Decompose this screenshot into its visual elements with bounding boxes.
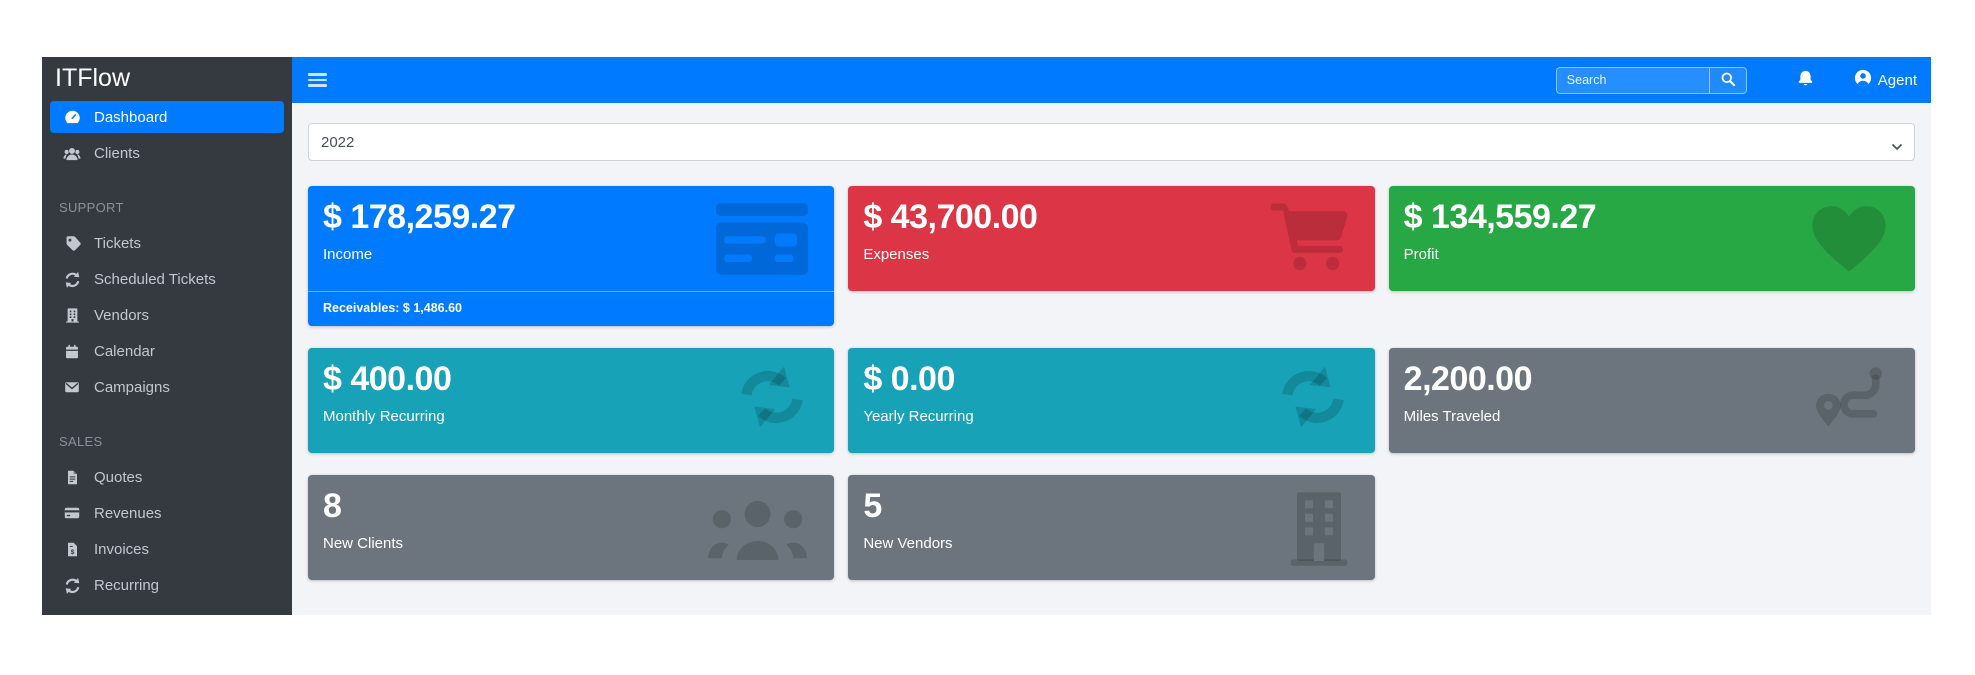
- users-icon: [708, 492, 808, 562]
- sidebar-item-dashboard[interactable]: Dashboard: [50, 101, 284, 133]
- miles-traveled-label: Miles Traveled: [1403, 408, 1501, 426]
- sidebar-section-sales: SALES: [59, 434, 103, 449]
- brand-logo[interactable]: ITFlow: [55, 64, 130, 92]
- income-label: Income: [323, 246, 373, 264]
- sidebar-item-label: Scheduled Tickets: [94, 270, 216, 288]
- sidebar-item-label: Vendors: [94, 306, 150, 324]
- sidebar-item-label: Recurring: [94, 576, 160, 594]
- top-navbar: Agent: [292, 57, 1931, 103]
- income-card[interactable]: $ 178,259.27 Income Receivables: $ 1,486…: [308, 186, 835, 326]
- route-icon: [1815, 365, 1889, 431]
- tachometer-icon: [59, 109, 85, 126]
- sidebar-item-label: Clients: [94, 144, 140, 162]
- sync-icon: [736, 365, 808, 429]
- miles-traveled-card[interactable]: 2,200.00 Miles Traveled: [1388, 348, 1915, 453]
- heart-icon: [1809, 203, 1889, 273]
- sidebar-item-label: Invoices: [94, 540, 150, 558]
- expenses-label: Expenses: [863, 246, 930, 264]
- calendar-icon: [59, 343, 85, 360]
- profit-value: $ 134,559.27: [1403, 198, 1597, 236]
- dashboard-content: 2022 $ 178,259.27 Income Receivab: [292, 103, 1931, 615]
- new-vendors-value: 5: [863, 487, 882, 525]
- monthly-recurring-value: $ 400.00: [323, 360, 452, 398]
- credit-card-icon: [59, 505, 85, 521]
- year-filter: 2022: [308, 123, 1915, 161]
- search-input[interactable]: [1556, 67, 1709, 93]
- itflow-app-window: ITFlow Dashboard Clients SUPPORT Tickets: [42, 57, 1931, 615]
- sidebar-toggle-button[interactable]: [306, 66, 329, 94]
- bell-icon: [1797, 69, 1814, 91]
- sidebar-item-clients[interactable]: Clients: [50, 137, 284, 169]
- new-vendors-card[interactable]: 5 New Vendors: [848, 475, 1375, 580]
- sidebar-item-vendors[interactable]: Vendors: [50, 299, 284, 331]
- user-circle-icon: [1854, 69, 1878, 91]
- profit-card[interactable]: $ 134,559.27 Profit: [1388, 186, 1915, 291]
- year-select[interactable]: 2022: [308, 123, 1915, 161]
- expenses-value: $ 43,700.00: [863, 198, 1038, 236]
- sidebar-item-calendar[interactable]: Calendar: [50, 335, 284, 367]
- building-icon: [59, 307, 85, 324]
- new-vendors-label: New Vendors: [863, 535, 953, 553]
- income-receivables: Receivables: $ 1,486.60: [308, 291, 835, 326]
- file-invoice-dollar-icon: $: [59, 541, 85, 558]
- expenses-card[interactable]: $ 43,700.00 Expenses: [848, 186, 1375, 291]
- user-name: Agent: [1877, 71, 1917, 89]
- monthly-recurring-card[interactable]: $ 400.00 Monthly Recurring: [308, 348, 835, 453]
- search-button[interactable]: [1708, 67, 1746, 93]
- sidebar-item-recurring[interactable]: Recurring: [50, 569, 284, 601]
- sidebar-item-label: Dashboard: [94, 108, 168, 126]
- sidebar-item-label: Tickets: [94, 234, 141, 252]
- building-icon: [1289, 492, 1349, 566]
- sidebar-item-revenues[interactable]: Revenues: [50, 497, 284, 529]
- sidebar-item-quotes[interactable]: Quotes: [50, 461, 284, 493]
- shopping-cart-icon: [1270, 203, 1349, 271]
- notifications-button[interactable]: [1797, 69, 1814, 91]
- sidebar-item-invoices[interactable]: $ Invoices: [50, 533, 284, 565]
- cards-row-1: $ 178,259.27 Income Receivables: $ 1,486…: [308, 186, 1915, 326]
- cards-row-2: $ 400.00 Monthly Recurring $ 0.00 Yearly…: [308, 348, 1915, 453]
- search-icon: [1720, 71, 1736, 90]
- svg-text:$: $: [70, 549, 74, 556]
- profit-label: Profit: [1403, 246, 1439, 264]
- yearly-recurring-label: Yearly Recurring: [863, 408, 974, 426]
- sidebar: ITFlow Dashboard Clients SUPPORT Tickets: [42, 57, 292, 615]
- monthly-recurring-label: Monthly Recurring: [323, 408, 445, 426]
- miles-traveled-value: 2,200.00: [1403, 360, 1533, 398]
- sidebar-item-label: Quotes: [94, 468, 143, 486]
- new-clients-value: 8: [323, 487, 342, 525]
- yearly-recurring-card[interactable]: $ 0.00 Yearly Recurring: [848, 348, 1375, 453]
- sidebar-item-label: Campaigns: [94, 378, 170, 396]
- sidebar-item-tickets[interactable]: Tickets: [50, 227, 284, 259]
- yearly-recurring-value: $ 0.00: [863, 360, 955, 398]
- main-area: Agent 2022 $ 178,259.27 Income: [292, 57, 1931, 615]
- sidebar-item-label: Calendar: [94, 342, 155, 360]
- cards-row-3: 8 New Clients 5 New Vendors: [308, 475, 1915, 580]
- sync-icon: [59, 271, 85, 288]
- new-clients-label: New Clients: [323, 535, 404, 553]
- sidebar-item-campaigns[interactable]: Campaigns: [50, 371, 284, 403]
- users-icon: [59, 145, 85, 162]
- income-value: $ 178,259.27: [323, 198, 516, 236]
- new-clients-card[interactable]: 8 New Clients: [308, 475, 835, 580]
- tags-icon: [59, 235, 85, 252]
- navbar-search: [1555, 66, 1747, 94]
- user-menu[interactable]: Agent: [1854, 69, 1917, 91]
- file-alt-icon: [59, 469, 85, 486]
- list-alt-icon: [716, 203, 809, 275]
- sidebar-item-label: Revenues: [94, 504, 162, 522]
- sidebar-item-scheduled-tickets[interactable]: Scheduled Tickets: [50, 263, 284, 295]
- sync-icon: [59, 577, 85, 594]
- sync-icon: [1277, 365, 1349, 429]
- envelope-icon: [59, 379, 85, 395]
- sidebar-section-support: SUPPORT: [59, 200, 124, 215]
